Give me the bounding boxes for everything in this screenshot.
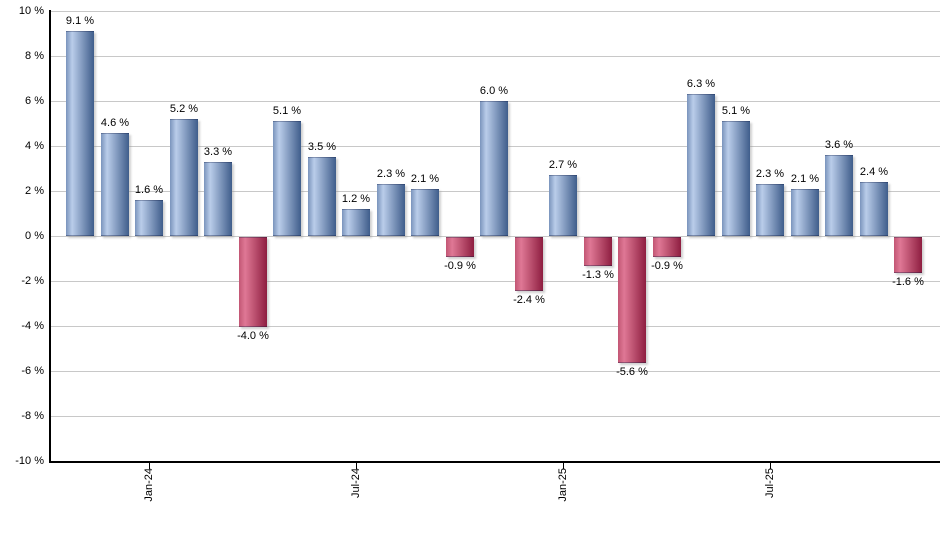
bar-positive xyxy=(101,133,129,236)
gridline xyxy=(51,416,940,417)
bar-value-label: 3.3 % xyxy=(203,146,233,158)
bar-value-label: -2.4 % xyxy=(513,294,545,306)
bar-value-label: 2.4 % xyxy=(859,166,889,178)
y-tick-label: 4 % xyxy=(25,140,44,152)
gridline xyxy=(51,281,940,282)
y-tick-label: 8 % xyxy=(25,50,44,62)
bar-value-label: -0.9 % xyxy=(444,260,476,272)
bar-positive xyxy=(722,121,750,236)
bar-positive xyxy=(135,200,163,236)
bar-negative xyxy=(515,237,543,291)
bar-positive xyxy=(273,121,301,236)
bar-value-label: -5.6 % xyxy=(616,366,648,378)
bar-negative xyxy=(584,237,612,266)
bar-positive xyxy=(411,189,439,236)
gridline xyxy=(51,326,940,327)
y-tick-label: 6 % xyxy=(25,95,44,107)
bar-value-label: 5.1 % xyxy=(721,105,751,117)
bar-positive xyxy=(825,155,853,236)
x-tick-mark xyxy=(770,463,771,469)
y-tick-label: 2 % xyxy=(25,185,44,197)
bar-value-label: -1.6 % xyxy=(892,276,924,288)
bar-positive xyxy=(791,189,819,236)
bar-positive xyxy=(170,119,198,236)
y-tick-label: -4 % xyxy=(21,320,44,332)
gridline xyxy=(51,371,940,372)
x-axis-line xyxy=(49,461,940,463)
bar-positive xyxy=(860,182,888,236)
bar-negative xyxy=(894,237,922,273)
bar-value-label: 5.2 % xyxy=(169,103,199,115)
bar-value-label: 5.1 % xyxy=(272,105,302,117)
y-tick-label: 0 % xyxy=(25,230,44,242)
bar-value-label: 6.3 % xyxy=(686,78,716,90)
bar-value-label: 3.5 % xyxy=(307,141,337,153)
y-tick-label: -10 % xyxy=(15,455,44,467)
bar-negative xyxy=(653,237,681,257)
bar-value-label: 2.3 % xyxy=(376,168,406,180)
bar-positive xyxy=(204,162,232,236)
x-tick-label: Jul-24 xyxy=(350,468,362,498)
x-tick-label: Jan-25 xyxy=(557,468,569,502)
bar-value-label: 1.2 % xyxy=(341,193,371,205)
bar-value-label: -4.0 % xyxy=(237,330,269,342)
bar-positive xyxy=(549,175,577,236)
bar-negative xyxy=(239,237,267,327)
bar-value-label: 4.6 % xyxy=(100,117,130,129)
x-tick-label: Jul-25 xyxy=(764,468,776,498)
gridline xyxy=(51,11,940,12)
bar-value-label: 1.6 % xyxy=(134,184,164,196)
y-tick-label: -2 % xyxy=(21,275,44,287)
bar-positive xyxy=(480,101,508,236)
bar-value-label: -0.9 % xyxy=(651,260,683,272)
bar-positive xyxy=(687,94,715,236)
y-tick-label: -6 % xyxy=(21,365,44,377)
bar-positive xyxy=(377,184,405,236)
bar-value-label: 2.1 % xyxy=(790,173,820,185)
bar-value-label: 3.6 % xyxy=(824,139,854,151)
gridline xyxy=(51,56,940,57)
bar-positive xyxy=(308,157,336,236)
y-tick-label: -8 % xyxy=(21,410,44,422)
bar-negative xyxy=(446,237,474,257)
x-tick-mark xyxy=(563,463,564,469)
bar-value-label: 6.0 % xyxy=(479,85,509,97)
bar-value-label: 2.1 % xyxy=(410,173,440,185)
bar-value-label: -1.3 % xyxy=(582,269,614,281)
bar-positive xyxy=(66,31,94,236)
y-axis-line xyxy=(49,10,51,462)
x-tick-mark xyxy=(149,463,150,469)
bar-positive xyxy=(756,184,784,236)
bar-value-label: 2.3 % xyxy=(755,168,785,180)
x-tick-mark xyxy=(356,463,357,469)
y-tick-label: 10 % xyxy=(18,5,44,17)
gridline xyxy=(51,236,940,237)
bar-negative xyxy=(618,237,646,363)
bar-value-label: 9.1 % xyxy=(65,15,95,27)
bar-positive xyxy=(342,209,370,236)
x-tick-label: Jan-24 xyxy=(143,468,155,502)
bar-value-label: 2.7 % xyxy=(548,159,578,171)
